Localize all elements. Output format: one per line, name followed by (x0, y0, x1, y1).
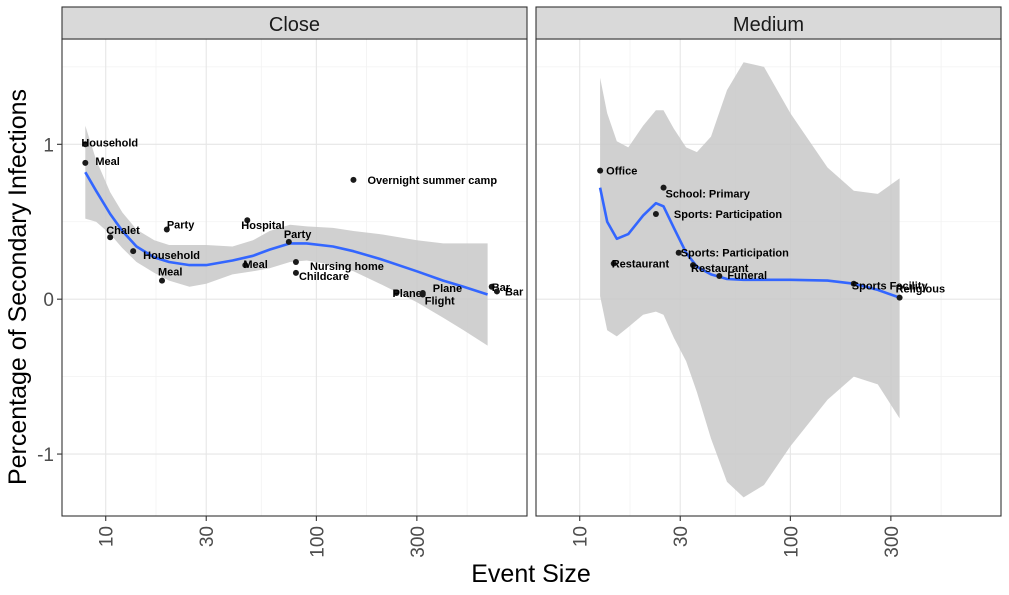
data-point (850, 280, 857, 287)
data-point (285, 238, 292, 245)
data-point (82, 159, 89, 166)
data-point (675, 249, 682, 256)
point-label: Office (606, 166, 637, 178)
data-point (488, 283, 495, 290)
data-point (244, 217, 251, 224)
y-tick-label: 1 (43, 135, 54, 156)
x-axis-title: Event Size (471, 560, 591, 588)
point-label: Bar (505, 286, 524, 298)
point-label: Religious (896, 284, 946, 296)
facet-strip-label: Close (269, 14, 320, 36)
y-tick-label: -1 (37, 445, 54, 466)
point-label: Party (284, 229, 312, 241)
data-point (393, 289, 400, 296)
confidence-band (85, 125, 488, 346)
data-point (242, 262, 249, 269)
x-tick-label: 10 (571, 526, 592, 547)
point-label: Restaurant (691, 263, 749, 275)
panel-close: Household Meal Chalet Household Party Meal Hos… (61, 6, 528, 558)
y-axis: -1 0 1 (37, 135, 62, 466)
panel-medium: Office School: Primary Sports: Participati… (535, 6, 1002, 558)
facet-strip (535, 6, 1002, 40)
point-label: Overnight summer camp (367, 175, 497, 187)
y-tick-label: 0 (43, 290, 54, 311)
point-label: Nursing home (310, 261, 384, 273)
data-point (690, 262, 697, 269)
data-point (163, 226, 170, 233)
point-label: Meal (158, 267, 182, 279)
smooth-line (84, 171, 488, 296)
data-point (652, 211, 659, 218)
point-label: Plane (433, 283, 462, 295)
data-point (107, 234, 114, 241)
point-label: Plane (392, 288, 421, 300)
data-point (716, 272, 723, 279)
point-label: Meal (95, 156, 119, 168)
point-label: Flight (425, 296, 455, 308)
point-label: Sports Facility (852, 281, 929, 293)
y-axis-title: Percentage of Secondary Infections (4, 89, 32, 485)
data-point (130, 248, 137, 255)
point-label: Hospital (241, 220, 284, 232)
data-point (159, 277, 166, 284)
point-label: Restaurant (612, 259, 670, 271)
facet-strip (61, 6, 528, 40)
data-point (82, 141, 89, 148)
data-point (292, 269, 299, 276)
facet-strip-label: Medium (733, 14, 804, 36)
data-point (660, 184, 667, 191)
x-tick-label: 10 (97, 526, 118, 547)
point-label: Household (143, 250, 200, 262)
data-point (292, 259, 299, 266)
x-tick-label: 100 (781, 526, 802, 558)
x-tick-label: 300 (882, 526, 903, 558)
x-tick-label: 30 (197, 526, 218, 547)
point-label: School: Primary (666, 189, 751, 201)
data-point (350, 176, 357, 183)
point-label: Sports: Participation (681, 248, 789, 260)
point-label: Funeral (727, 270, 767, 282)
point-label: Childcare (299, 271, 349, 283)
point-label: Party (167, 219, 195, 231)
smooth-line (598, 187, 901, 299)
x-tick-label: 100 (307, 526, 328, 558)
data-point (896, 294, 903, 301)
data-point (419, 291, 426, 298)
x-tick-label: 30 (671, 526, 692, 547)
data-point (493, 288, 500, 295)
point-label: Meal (243, 259, 267, 271)
point-label: Chalet (106, 225, 140, 237)
point-label: Household (81, 137, 138, 149)
data-point (597, 167, 604, 174)
data-point (610, 260, 617, 267)
x-tick-label: 300 (408, 526, 429, 558)
point-label: Sports: Participation (674, 209, 782, 221)
